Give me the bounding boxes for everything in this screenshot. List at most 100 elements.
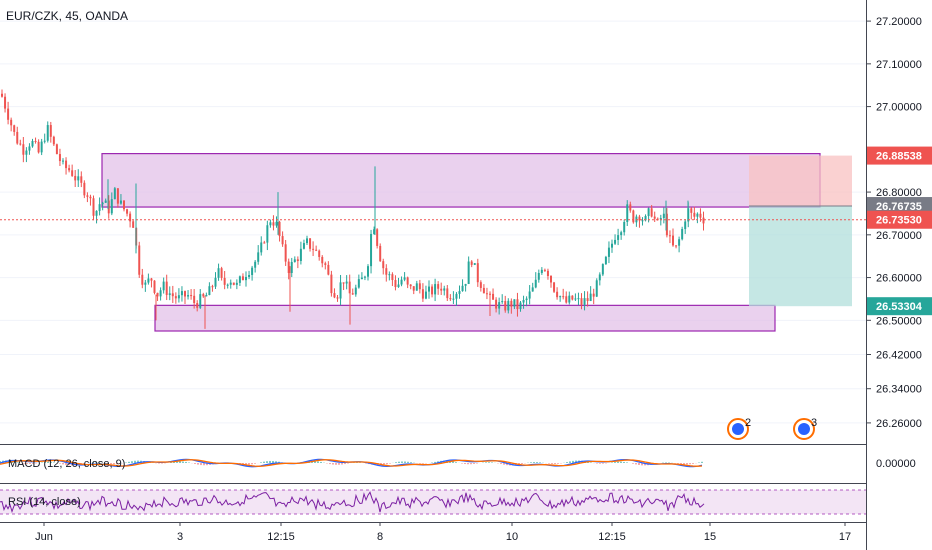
candle — [357, 274, 360, 289]
candle — [226, 283, 229, 289]
candle — [205, 292, 208, 297]
candle — [537, 269, 540, 283]
candle — [492, 288, 495, 300]
candle — [147, 273, 150, 285]
candle — [86, 192, 89, 203]
candle — [77, 169, 80, 188]
time-tick-label: 8 — [377, 531, 383, 543]
candle — [165, 274, 168, 301]
candle — [379, 243, 382, 262]
main-pane[interactable] — [0, 0, 866, 444]
svg-text:26.76735: 26.76735 — [876, 201, 922, 213]
candle — [190, 289, 193, 300]
support-zone[interactable] — [154, 304, 776, 332]
candle — [49, 121, 52, 143]
candle — [550, 275, 552, 288]
candle — [668, 230, 671, 244]
candle — [528, 285, 531, 305]
candle — [681, 226, 684, 241]
candle — [174, 292, 177, 304]
candle — [504, 295, 507, 313]
candle — [187, 290, 190, 300]
candle — [397, 277, 400, 288]
candle — [156, 292, 159, 302]
symbol-label[interactable]: EUR/CZK, 45, OANDA — [6, 9, 128, 23]
candle — [351, 288, 354, 295]
candle — [684, 219, 687, 234]
candle — [141, 268, 144, 289]
candle — [641, 217, 644, 226]
candle — [653, 211, 656, 223]
candle — [675, 245, 678, 249]
candle — [150, 277, 153, 288]
candle — [162, 277, 165, 294]
candle — [489, 291, 491, 301]
candle — [40, 138, 43, 156]
candle — [113, 186, 116, 200]
candle — [138, 241, 141, 278]
macd-pane[interactable]: MACD (12, 26, close, 9) — [0, 445, 866, 483]
position-stop-area[interactable] — [749, 155, 852, 207]
entry-price-tag: 26.76735 — [867, 197, 932, 216]
candle — [116, 188, 119, 208]
macd-label[interactable]: MACD (12, 26, close, 9) — [8, 458, 125, 470]
price-axis[interactable] — [866, 0, 932, 522]
time-tick-label: 10 — [506, 531, 518, 543]
candle — [440, 282, 443, 295]
candle — [10, 117, 13, 132]
candle — [522, 295, 525, 309]
candle — [302, 239, 305, 250]
candlestick-series[interactable] — [1, 89, 705, 329]
candle — [235, 279, 238, 290]
candle — [65, 157, 68, 175]
candle — [348, 274, 351, 294]
time-axis[interactable] — [0, 522, 866, 550]
candle — [363, 275, 366, 281]
candle — [559, 295, 562, 302]
candle — [412, 286, 415, 295]
candle — [55, 143, 58, 155]
candle — [278, 220, 281, 242]
rsi-pane[interactable]: RSI (14, close) — [0, 484, 866, 522]
candle — [22, 137, 25, 163]
candle — [638, 214, 641, 228]
candle — [534, 272, 537, 289]
candle — [119, 194, 122, 205]
candle — [665, 208, 668, 238]
position-target-area[interactable] — [749, 206, 852, 307]
candle — [595, 278, 598, 298]
candle — [476, 258, 479, 287]
candle — [409, 284, 412, 290]
candle — [43, 133, 46, 144]
candle — [299, 241, 302, 265]
candle — [95, 210, 98, 224]
candle — [7, 101, 10, 125]
price-tick-label: 26.42000 — [876, 350, 922, 362]
resistance-zone[interactable] — [101, 153, 821, 208]
event-count-1: 2 — [745, 417, 751, 429]
candle — [80, 171, 83, 188]
rsi-label[interactable]: RSI (14, close) — [8, 496, 81, 508]
macd-signal-line — [0, 459, 703, 467]
candle — [241, 273, 244, 281]
candle — [614, 234, 617, 245]
candle — [360, 272, 363, 280]
current-price-tag: 26.73530 — [867, 210, 932, 229]
candle — [248, 270, 251, 280]
candle — [583, 291, 586, 311]
candle — [370, 229, 373, 274]
candle — [34, 137, 37, 144]
event-marker-2[interactable]: 3 — [793, 417, 817, 440]
candle — [394, 275, 397, 291]
candle — [473, 263, 476, 266]
candle — [607, 241, 610, 264]
stop-price-tag: 26.88538 — [867, 146, 932, 165]
candle — [696, 212, 699, 224]
candle — [516, 292, 519, 317]
candle — [339, 274, 342, 306]
event-marker-1[interactable]: 2 — [727, 417, 751, 440]
candle — [461, 279, 464, 292]
candle — [321, 255, 324, 268]
candle — [177, 288, 180, 303]
